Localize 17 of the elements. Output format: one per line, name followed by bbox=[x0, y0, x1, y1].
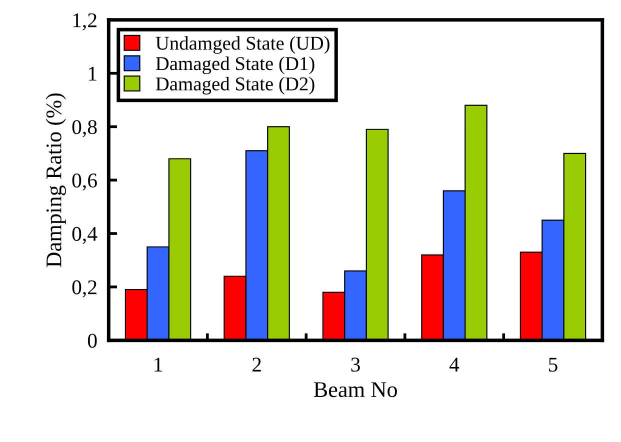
legend-label: Damaged State (D1) bbox=[156, 56, 314, 74]
x-axis-title: Beam No bbox=[314, 382, 397, 398]
y-tick-label: 1,2 bbox=[73, 13, 96, 30]
x-tick-label: 1 bbox=[154, 358, 162, 372]
y-axis-title: Damping Ratio (%) bbox=[46, 93, 66, 268]
y-tick-label: 0 bbox=[88, 334, 97, 348]
x-tick-label: 2 bbox=[252, 358, 261, 372]
y-tick-label: 1 bbox=[88, 66, 96, 81]
y-tick-label: 0,6 bbox=[72, 173, 97, 191]
y-tick-label: 0,2 bbox=[72, 280, 96, 298]
legend-label: Damaged State (D2) bbox=[156, 76, 314, 95]
y-tick-label: 0,8 bbox=[72, 120, 97, 138]
x-tick-label: 4 bbox=[449, 358, 460, 372]
x-tick-label: 5 bbox=[549, 358, 558, 372]
x-tick-label: 3 bbox=[351, 358, 360, 372]
legend-label: Undamged State (UD) bbox=[156, 36, 330, 54]
y-tick-label: 0,4 bbox=[72, 226, 98, 244]
